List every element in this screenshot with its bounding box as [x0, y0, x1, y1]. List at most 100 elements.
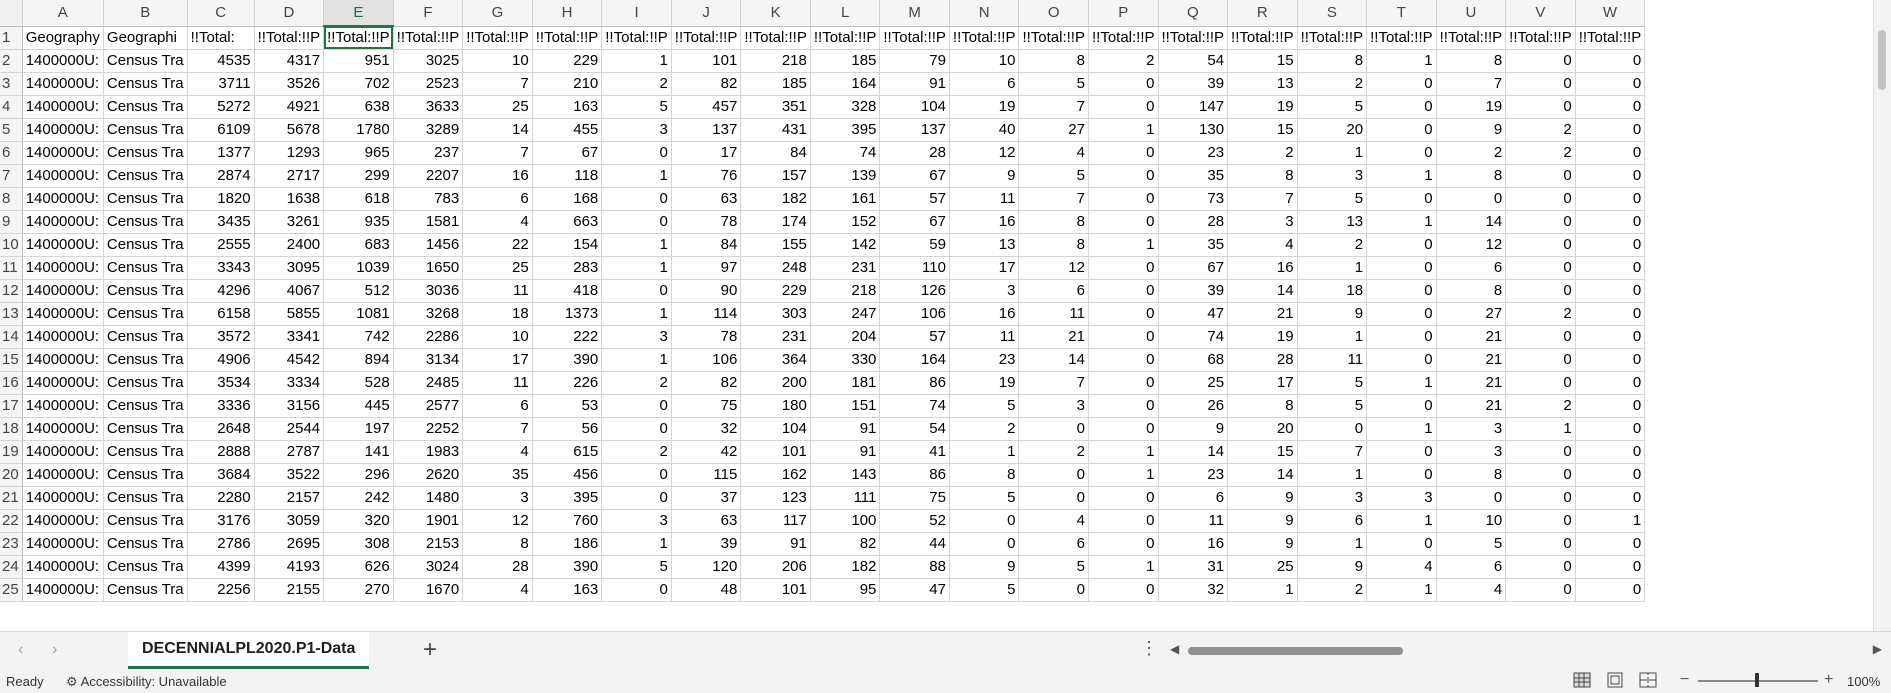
- cell[interactable]: 1: [1366, 164, 1437, 188]
- select-all-corner[interactable]: [0, 0, 23, 27]
- cell[interactable]: 0: [1575, 578, 1646, 602]
- cell[interactable]: 35: [1158, 164, 1229, 188]
- cell[interactable]: 0: [1018, 463, 1089, 487]
- column-header-g[interactable]: G: [462, 0, 533, 27]
- cell[interactable]: 5272: [187, 95, 255, 119]
- cell[interactable]: 157: [740, 164, 811, 188]
- cell[interactable]: 330: [810, 348, 881, 372]
- cell[interactable]: 1400000U:: [22, 486, 104, 510]
- cell[interactable]: 229: [740, 279, 811, 303]
- cell[interactable]: 364: [740, 348, 811, 372]
- cell[interactable]: 42: [671, 440, 742, 464]
- cell[interactable]: 14: [1436, 210, 1507, 234]
- cell[interactable]: 161: [810, 187, 881, 211]
- cell[interactable]: 1983: [393, 440, 464, 464]
- cell[interactable]: 1: [1366, 49, 1437, 73]
- cell[interactable]: 1400000U:: [22, 578, 104, 602]
- cell[interactable]: 6: [462, 187, 533, 211]
- cell[interactable]: 3134: [393, 348, 464, 372]
- cell[interactable]: 8: [949, 463, 1020, 487]
- cell[interactable]: 5: [949, 578, 1020, 602]
- row-header[interactable]: 19: [0, 440, 23, 464]
- row-header[interactable]: 12: [0, 279, 23, 303]
- cell[interactable]: 39: [1158, 279, 1229, 303]
- cell[interactable]: 1400000U:: [22, 463, 104, 487]
- cell[interactable]: 18: [462, 302, 533, 326]
- row-header[interactable]: 2: [0, 49, 23, 73]
- cell[interactable]: Census Tra: [103, 417, 188, 441]
- cell[interactable]: 2: [1018, 440, 1089, 464]
- cell[interactable]: 0: [1575, 256, 1646, 280]
- cell[interactable]: 52: [879, 509, 950, 533]
- cell[interactable]: 2888: [187, 440, 255, 464]
- cell[interactable]: 1400000U:: [22, 164, 104, 188]
- cell[interactable]: 90: [671, 279, 742, 303]
- cell[interactable]: 248: [740, 256, 811, 280]
- cell[interactable]: 204: [810, 325, 881, 349]
- cell[interactable]: 1581: [393, 210, 464, 234]
- cell[interactable]: 3526: [254, 72, 325, 96]
- cell[interactable]: 25: [1227, 555, 1298, 579]
- cell[interactable]: 2: [1297, 72, 1368, 96]
- cell[interactable]: 0: [1366, 325, 1437, 349]
- cell[interactable]: Census Tra: [103, 279, 188, 303]
- cell[interactable]: 0: [601, 187, 672, 211]
- cell[interactable]: 16: [949, 210, 1020, 234]
- cell[interactable]: 2: [1505, 141, 1576, 165]
- cell[interactable]: 0: [1366, 532, 1437, 556]
- cell[interactable]: Census Tra: [103, 210, 188, 234]
- cell[interactable]: 0: [1088, 95, 1159, 119]
- cell[interactable]: 935: [323, 210, 394, 234]
- cell[interactable]: 5: [1018, 555, 1089, 579]
- cell[interactable]: 3024: [393, 555, 464, 579]
- cell[interactable]: 1: [1297, 463, 1368, 487]
- cell[interactable]: 0: [1366, 141, 1437, 165]
- row-header[interactable]: 20: [0, 463, 23, 487]
- cell[interactable]: 3176: [187, 509, 255, 533]
- cell[interactable]: 4296: [187, 279, 255, 303]
- cell[interactable]: 1: [1366, 371, 1437, 395]
- cell[interactable]: Census Tra: [103, 348, 188, 372]
- cell[interactable]: 5: [1297, 394, 1368, 418]
- cell[interactable]: 17: [462, 348, 533, 372]
- cell[interactable]: 67: [879, 210, 950, 234]
- cell[interactable]: 3334: [254, 371, 325, 395]
- cell[interactable]: 3534: [187, 371, 255, 395]
- cell[interactable]: Geography: [22, 26, 104, 50]
- cell[interactable]: 4535: [187, 49, 255, 73]
- cell[interactable]: 0: [1088, 417, 1159, 441]
- cell[interactable]: 7: [1297, 440, 1368, 464]
- cell[interactable]: 91: [879, 72, 950, 96]
- cell[interactable]: 104: [740, 417, 811, 441]
- cell[interactable]: 1400000U:: [22, 348, 104, 372]
- cell[interactable]: 17: [1227, 371, 1298, 395]
- cell[interactable]: 151: [810, 394, 881, 418]
- cell[interactable]: 1400000U:: [22, 187, 104, 211]
- row-header[interactable]: 18: [0, 417, 23, 441]
- cell[interactable]: 3: [1227, 210, 1298, 234]
- sheet-tab-active[interactable]: DECENNIALPL2020.P1-Data: [128, 632, 370, 669]
- column-header-c[interactable]: C: [187, 0, 255, 27]
- cell[interactable]: 1: [1297, 141, 1368, 165]
- cell[interactable]: 742: [323, 325, 394, 349]
- cell[interactable]: 1400000U:: [22, 256, 104, 280]
- cell[interactable]: 130: [1158, 118, 1229, 142]
- cell[interactable]: 114: [671, 302, 742, 326]
- cell[interactable]: 182: [810, 555, 881, 579]
- cell[interactable]: 626: [323, 555, 394, 579]
- cell[interactable]: 8: [462, 532, 533, 556]
- cell[interactable]: 1400000U:: [22, 49, 104, 73]
- cell[interactable]: 0: [1575, 95, 1646, 119]
- cell[interactable]: 162: [740, 463, 811, 487]
- cell[interactable]: Census Tra: [103, 486, 188, 510]
- cell[interactable]: Census Tra: [103, 233, 188, 257]
- cell[interactable]: 0: [601, 486, 672, 510]
- cell[interactable]: 663: [532, 210, 603, 234]
- cell[interactable]: 2155: [254, 578, 325, 602]
- column-header-b[interactable]: B: [103, 0, 188, 27]
- cell[interactable]: 180: [740, 394, 811, 418]
- cell[interactable]: 7: [1436, 72, 1507, 96]
- cell[interactable]: 14: [1227, 463, 1298, 487]
- cell[interactable]: 0: [1575, 394, 1646, 418]
- cell[interactable]: 13: [1227, 72, 1298, 96]
